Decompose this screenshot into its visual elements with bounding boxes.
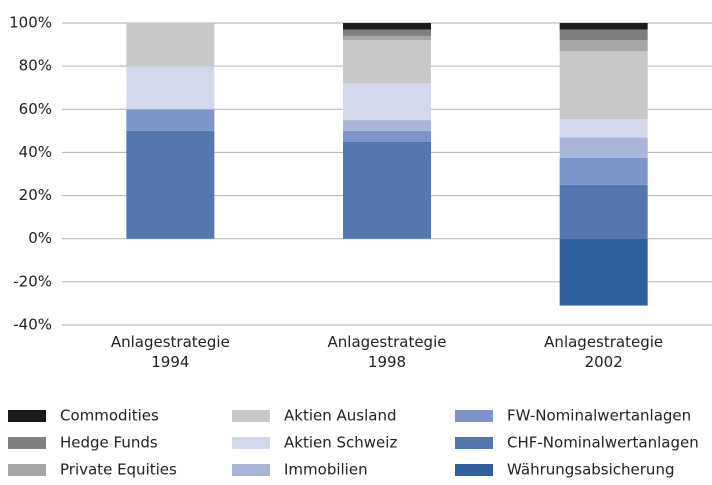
bar-segment: [126, 23, 215, 67]
legend-swatch: [8, 437, 46, 449]
bar-segment: [559, 238, 648, 306]
bar-segment: [559, 29, 648, 41]
bar-segment: [559, 51, 648, 119]
bar-segment: [126, 130, 215, 239]
y-tick-label: 20%: [19, 186, 52, 204]
legend-label: Aktien Ausland: [284, 407, 396, 425]
bar-segment: [559, 118, 648, 138]
bar-segment: [559, 23, 648, 30]
bar-segment: [559, 137, 648, 158]
bar-segment: [559, 40, 648, 52]
legend-swatch: [455, 464, 493, 476]
legend-label: Private Equities: [60, 461, 177, 479]
legend-label: Immobilien: [284, 461, 368, 479]
legend-swatch: [455, 437, 493, 449]
legend-swatch: [8, 410, 46, 422]
bar-segment: [343, 130, 431, 142]
bar-segment: [343, 40, 431, 84]
legend-label: FW-Nominalwertanlagen: [507, 407, 691, 425]
bar-segment: [126, 109, 215, 131]
y-tick-label: 60%: [19, 100, 52, 118]
legend-label: Commodities: [60, 407, 159, 425]
legend-swatch: [232, 464, 270, 476]
legend-label: Währungsabsicherung: [507, 461, 674, 479]
bar-segment: [343, 35, 431, 41]
bar-segment: [343, 83, 431, 121]
y-tick-label: -20%: [13, 272, 52, 290]
legend-label: Aktien Schweiz: [284, 434, 397, 452]
y-tick-label: -40%: [13, 316, 52, 334]
bar-segment: [343, 29, 431, 36]
legend-label: CHF-Nominalwertanlagen: [507, 434, 699, 452]
y-tick-label: 100%: [9, 14, 52, 32]
x-tick-label: Anlagestrategie 1994: [110, 333, 230, 371]
x-tick-label: Anlagestrategie 2002: [544, 333, 664, 371]
x-tick-label: Anlagestrategie 1998: [327, 333, 447, 371]
bar-segment: [343, 23, 431, 30]
y-tick-label: 80%: [19, 57, 52, 75]
legend-label: Hedge Funds: [60, 434, 158, 452]
bar-segment: [126, 66, 215, 110]
y-tick-label: 40%: [19, 143, 52, 161]
bar-segment: [343, 120, 431, 131]
legend-swatch: [8, 464, 46, 476]
bar-segment: [343, 141, 431, 239]
bar-segment: [559, 184, 648, 239]
y-tick-label: 0%: [28, 229, 52, 247]
legend-swatch: [232, 437, 270, 449]
legend-swatch: [455, 410, 493, 422]
bar-segment: [559, 157, 648, 185]
legend-swatch: [232, 410, 270, 422]
